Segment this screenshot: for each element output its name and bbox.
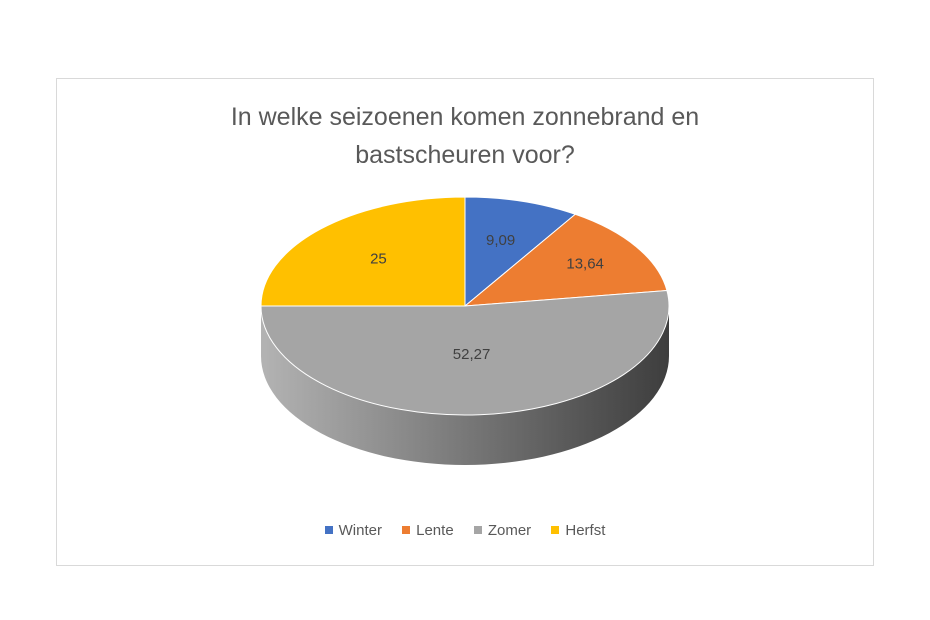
data-label-herfst: 25 — [370, 251, 387, 268]
pie-slice-zomer — [260, 289, 670, 416]
chart-title: In welke seizoenen komen zonnebrand en b… — [0, 98, 930, 174]
legend-swatch-winter — [324, 526, 333, 535]
legend-swatch-lente — [402, 526, 411, 535]
pie-slice-lente — [463, 213, 668, 307]
data-label-winter: 9,09 — [486, 232, 515, 249]
pie-slice-winter — [464, 196, 577, 308]
legend-item-winter: Winter — [324, 522, 382, 539]
legend-label-herfst: Herfst — [565, 522, 606, 539]
legend-item-lente: Lente — [402, 522, 454, 539]
pie-slice-herfst — [260, 196, 466, 307]
legend-swatch-zomer — [473, 526, 482, 535]
legend: Winter Lente Zomer Herfst — [0, 522, 930, 539]
legend-item-zomer: Zomer — [473, 522, 532, 539]
legend-label-winter: Winter — [338, 522, 382, 539]
legend-swatch-herfst — [551, 526, 560, 535]
data-label-lente: 13,64 — [566, 256, 604, 273]
chart-title-line-2: bastscheuren voor? — [355, 141, 575, 169]
legend-label-zomer: Zomer — [487, 522, 532, 539]
data-label-zomer: 52,27 — [453, 346, 491, 363]
chart-title-line-1: In welke seizoenen komen zonnebrand en — [230, 103, 700, 131]
legend-label-lente: Lente — [416, 522, 454, 539]
legend-item-herfst: Herfst — [551, 522, 605, 539]
pie-side-wall — [261, 306, 669, 465]
